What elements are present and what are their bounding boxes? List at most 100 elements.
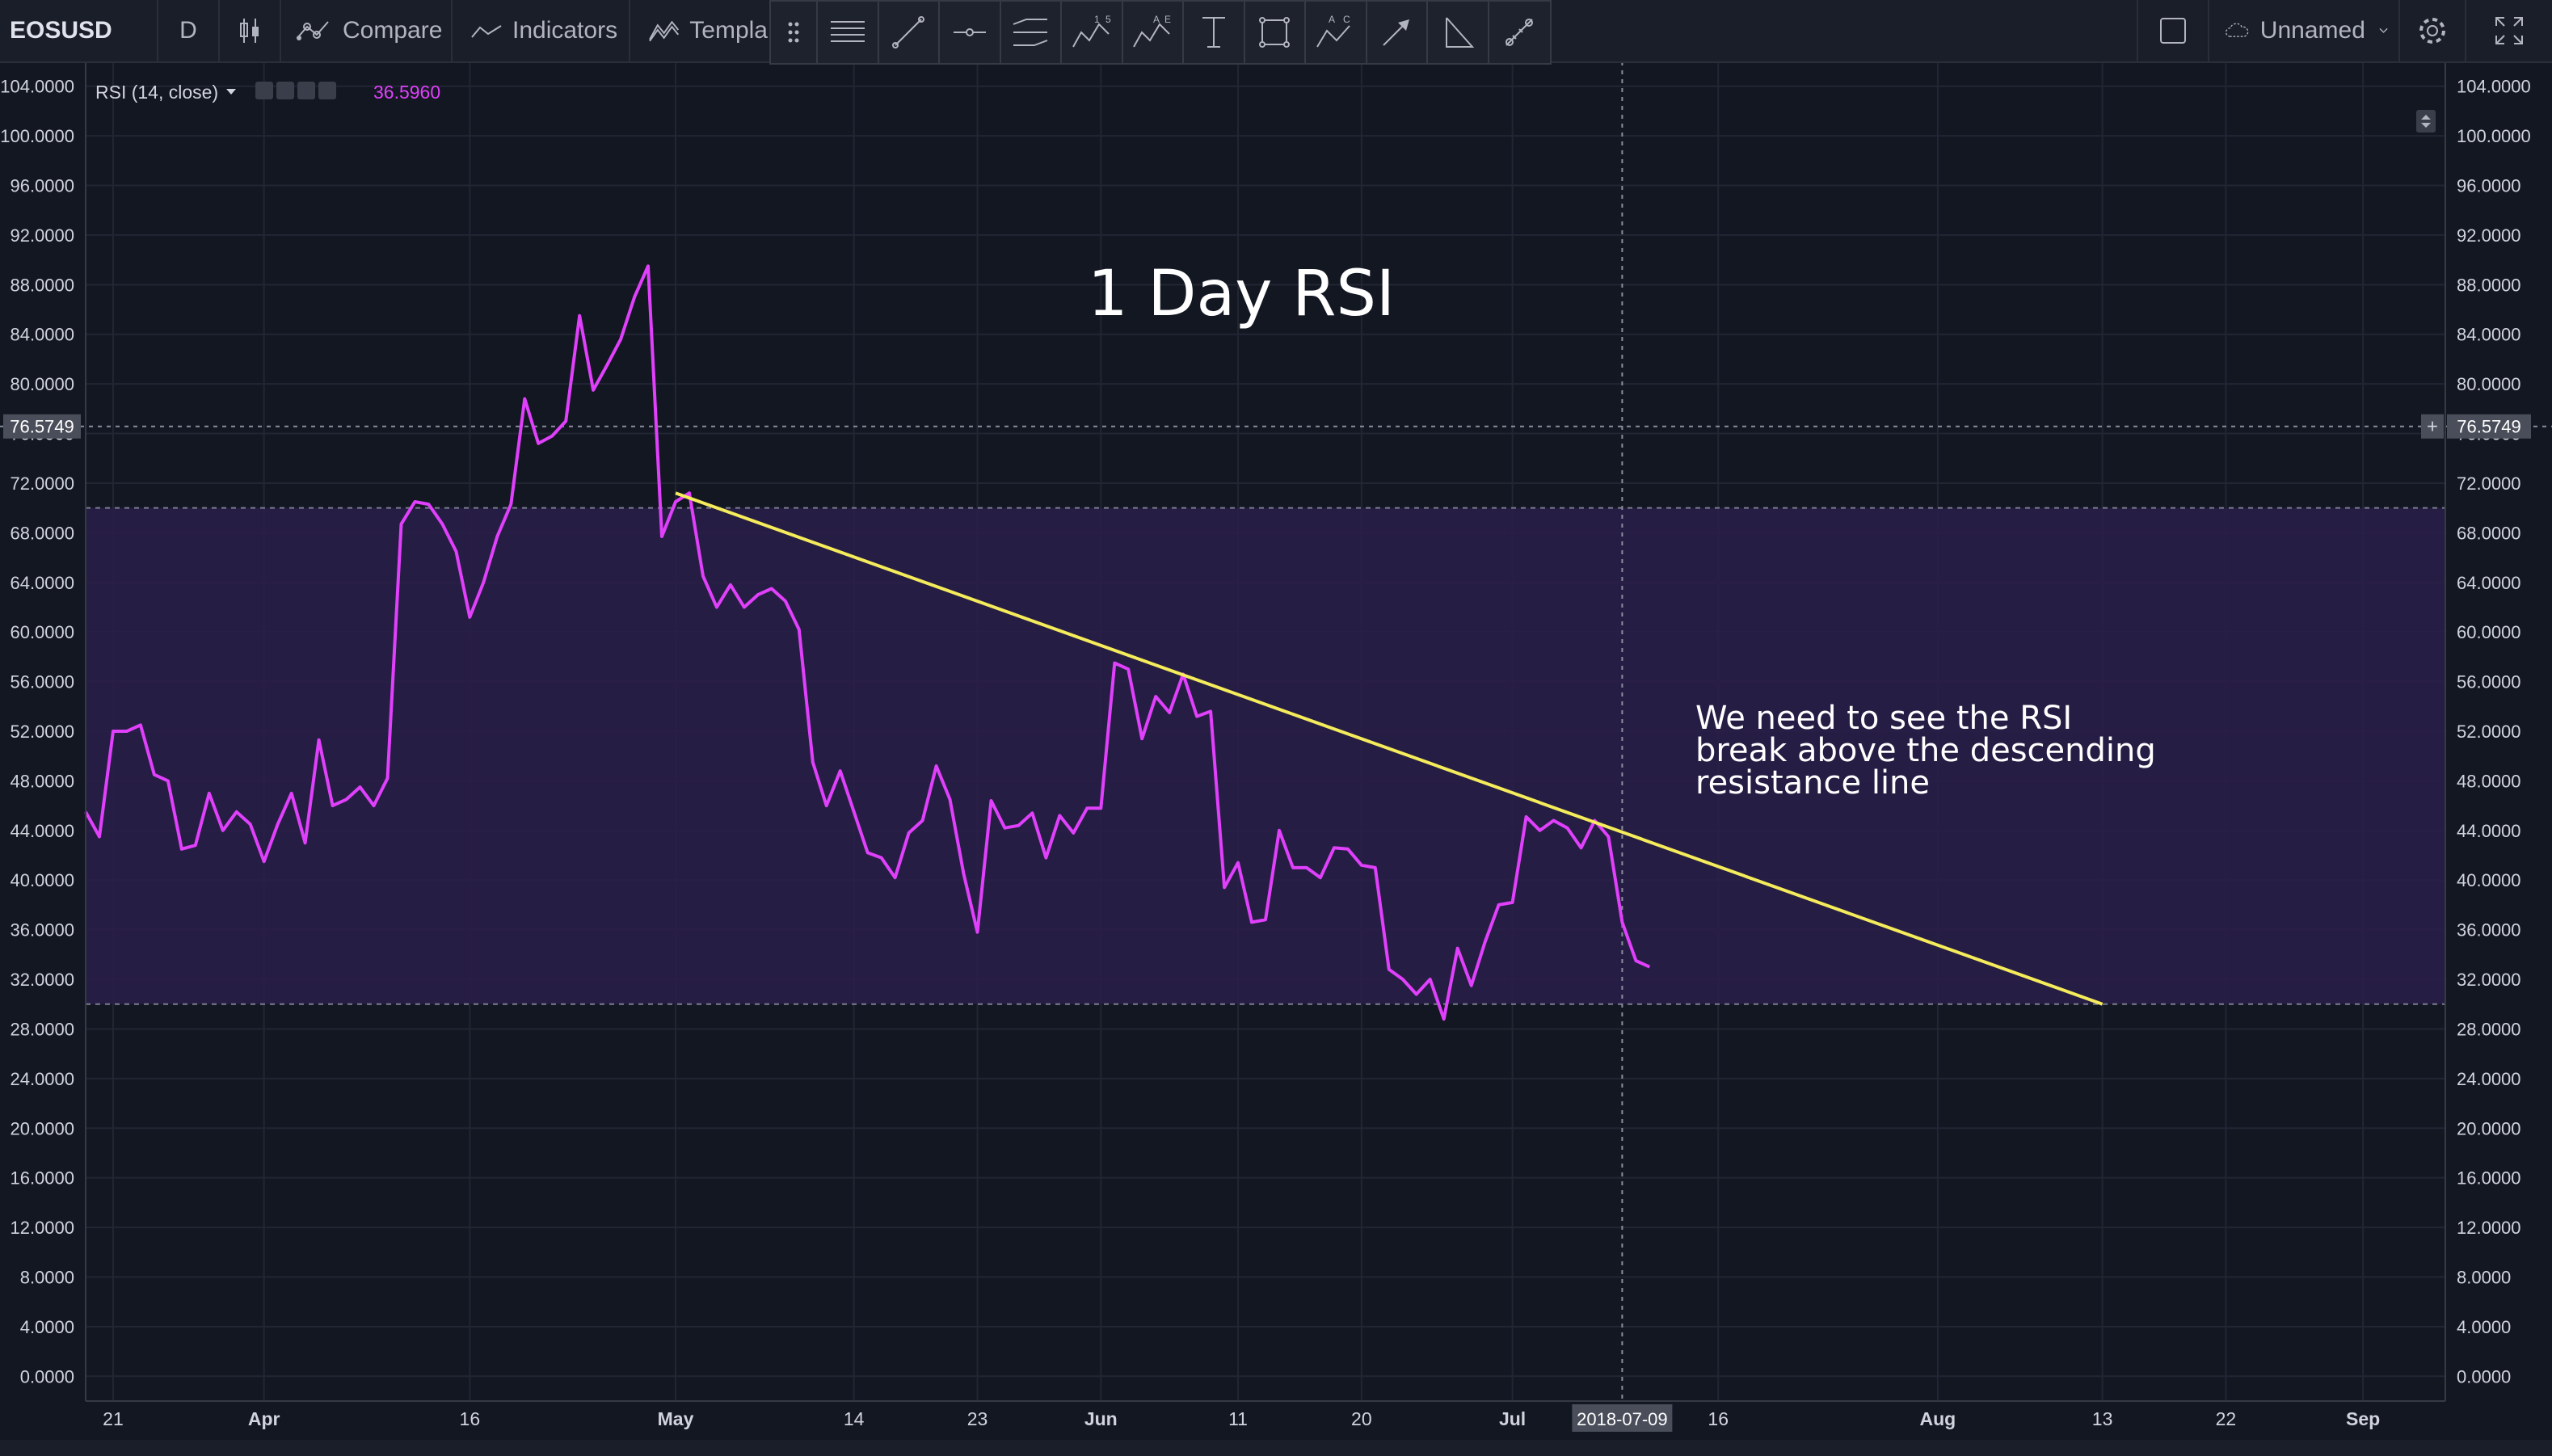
x-tick-label: May [658, 1408, 694, 1429]
tool-arrow[interactable] [1367, 2, 1429, 63]
angle-icon [1445, 17, 1475, 48]
rsi-series-line[interactable] [84, 264, 1651, 1021]
fullscreen-button[interactable] [2466, 0, 2552, 61]
svg-text:+: + [2427, 416, 2438, 438]
gear-icon [2419, 18, 2445, 44]
more-icon[interactable] [318, 82, 336, 99]
templates-icon [649, 20, 680, 42]
drag-handle-icon [788, 22, 799, 43]
y-tick-label-right: 44.0000 [2457, 821, 2521, 841]
x-tick-label: 11 [1228, 1408, 1248, 1429]
horizontal-ray-icon [953, 28, 986, 36]
eye-icon[interactable] [255, 82, 273, 99]
y-tick-label-left: 84.0000 [10, 325, 74, 345]
y-tick-label-right: 104.0000 [2457, 77, 2531, 97]
y-tick-label-right: 28.0000 [2457, 1019, 2521, 1039]
y-tick-label-left: 60.0000 [10, 622, 74, 642]
tool-rectangle[interactable] [1245, 2, 1307, 63]
tool-trend-line[interactable] [879, 2, 941, 63]
y-tick-label-left: 100.0000 [0, 126, 74, 146]
y-tick-label-left: 88.0000 [10, 275, 74, 295]
x-tick-label: Jun [1084, 1408, 1118, 1429]
svg-text:5: 5 [1105, 15, 1111, 25]
indicators-button[interactable]: Indicators [453, 0, 630, 61]
y-tick-label-right: 60.0000 [2457, 622, 2521, 642]
y-axis-left: 0.0000 4.0000 8.0000 12.0000 16.0000 20.0000 2… [0, 77, 74, 1387]
tool-angle[interactable] [1428, 2, 1489, 63]
drawbar-drag-handle[interactable] [771, 2, 819, 63]
scale-toggle-icon[interactable] [2416, 110, 2436, 133]
layout-name-label: Unnamed [2259, 17, 2365, 44]
y-tick-label-right: 24.0000 [2457, 1069, 2521, 1089]
tool-horizontal-ray[interactable] [940, 2, 1001, 63]
symbol-search[interactable]: EOSUSD [0, 0, 158, 61]
x-tick-label: Aug [1920, 1408, 1956, 1429]
descending-resistance-line[interactable] [675, 491, 2104, 1006]
y-tick-label-right: 4.0000 [2457, 1317, 2511, 1337]
y-tick-label-left: 36.0000 [10, 920, 74, 941]
settings-button[interactable] [2400, 0, 2466, 61]
layout-name-dropdown[interactable]: Unnamed [2209, 0, 2400, 61]
fullscreen-icon [2495, 17, 2523, 44]
note-line-1: We need to see the RSI [1695, 700, 2072, 737]
layout-toggle-button[interactable] [2137, 0, 2209, 61]
x-tick-label: 14 [844, 1408, 865, 1429]
tool-measure[interactable] [1489, 2, 1550, 63]
dropdown-caret-icon[interactable] [226, 89, 236, 95]
y-tick-label-left: 24.0000 [10, 1069, 74, 1089]
study-name[interactable]: RSI (14, close) [95, 82, 218, 103]
y-tick-label-left: 0.0000 [20, 1366, 74, 1387]
y-tick-label-left: 32.0000 [10, 970, 74, 990]
note-line-2: break above the descending [1695, 732, 2156, 769]
chevron-down-icon [2379, 27, 2388, 33]
y-tick-label-right: 88.0000 [2457, 275, 2521, 295]
y-tick-label-right: 68.0000 [2457, 523, 2521, 543]
svg-text:1: 1 [1094, 15, 1100, 25]
x-tick-label: 21 [103, 1408, 124, 1429]
horizontal-lines-icon [830, 21, 865, 42]
note-annotation[interactable]: We need to see the RSI break above the d… [1695, 700, 2166, 802]
compare-button[interactable]: Compare [281, 0, 453, 61]
templates-button[interactable]: Templa [630, 0, 768, 61]
svg-text:76.5749: 76.5749 [10, 417, 74, 437]
study-legend[interactable]: RSI (14, close) 36.5960 [95, 82, 440, 103]
x-tick-label: 20 [1351, 1408, 1372, 1429]
settings-icon[interactable] [276, 82, 294, 99]
compare-label: Compare [343, 17, 443, 44]
text-tool-icon [1202, 17, 1225, 48]
tool-parallel-channel[interactable] [1001, 2, 1063, 63]
study-controls[interactable] [255, 82, 336, 99]
x-tick-label: 16 [460, 1408, 481, 1429]
interval-button[interactable]: D [158, 0, 220, 61]
y-tick-label-left: 80.0000 [10, 374, 74, 394]
indicators-icon [471, 25, 502, 38]
top-toolbar: EOSUSD D Compare Indicators Templa [0, 0, 2552, 65]
svg-text:2018-07-09: 2018-07-09 [1577, 1409, 1668, 1429]
y-tick-label-right: 0.0000 [2457, 1366, 2511, 1387]
y-tick-label-left: 16.0000 [10, 1168, 74, 1189]
chart-type-button[interactable] [220, 0, 281, 61]
x-tick-label: 22 [2216, 1408, 2237, 1429]
compare-icon [297, 21, 329, 40]
x-tick-label: 23 [967, 1408, 988, 1429]
tool-text[interactable] [1184, 2, 1245, 63]
crosshair-price-label-right: + 76.5749 [2421, 414, 2531, 439]
y-tick-label-right: 32.0000 [2457, 970, 2521, 990]
y-tick-label-right: 12.0000 [2457, 1218, 2521, 1238]
close-icon[interactable] [297, 82, 315, 99]
y-tick-label-left: 92.0000 [10, 225, 74, 246]
chart-title-annotation[interactable]: 1 Day RSI [1088, 258, 1395, 330]
y-tick-label-right: 80.0000 [2457, 374, 2521, 394]
y-tick-label-right: 40.0000 [2457, 870, 2521, 890]
y-axis-right: 0.0000 4.0000 8.0000 12.0000 16.0000 20.0000 2… [2457, 77, 2531, 1387]
study-value: 36.5960 [373, 82, 440, 103]
tool-horizontal-lines[interactable] [818, 2, 879, 63]
x-tick-label: Apr [248, 1408, 280, 1429]
